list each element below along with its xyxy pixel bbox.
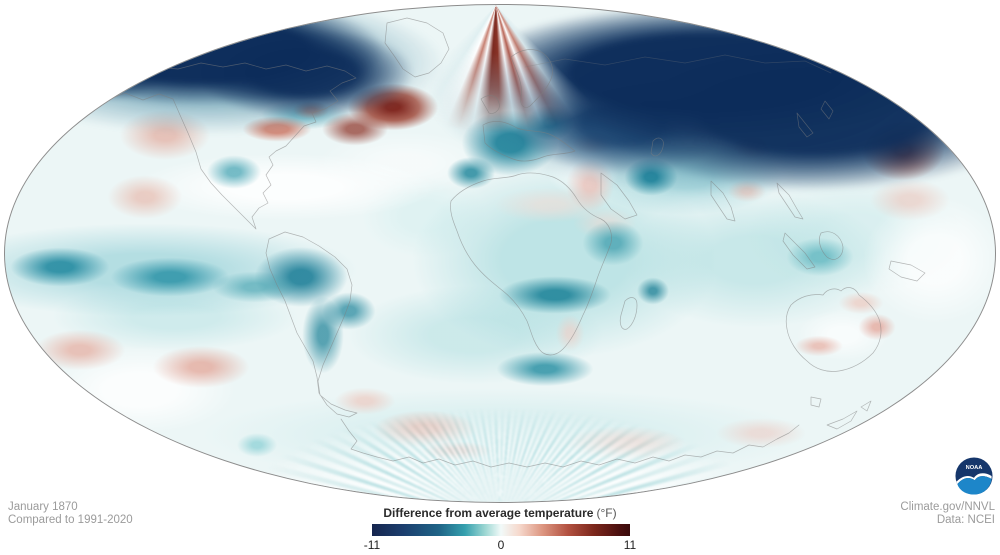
tick-mid: 0: [497, 538, 505, 552]
coastline-southeast-asia: [776, 100, 834, 220]
antarctic-streak-fan: [5, 5, 995, 502]
coastline-arabia: [600, 172, 638, 220]
coastline-antarctica: [340, 418, 800, 468]
legend-unit: (°F): [596, 506, 617, 520]
legend-title: Difference from average temperature (°F): [0, 506, 1000, 520]
coastline-madagascar: [619, 297, 638, 330]
tick-min: -11: [363, 538, 381, 552]
coastline-europe: [480, 49, 576, 162]
coastline-caspian: [650, 137, 664, 157]
coastline-india: [710, 180, 736, 222]
tick-max: 11: [623, 538, 637, 552]
noaa-logo: NOAA: [955, 457, 993, 495]
noaa-logo-gull-white: [956, 473, 992, 485]
noaa-logo-wave-blue: [957, 476, 992, 495]
credit-source: Climate.gov/NNVL: [900, 501, 995, 513]
credit-dataset: Data: NCEI: [936, 514, 995, 526]
coastline-africa: [450, 172, 612, 356]
coastline-greenland: [384, 17, 450, 78]
credits: Climate.gov/NNVL Data: NCEI: [900, 501, 995, 527]
coastlines-overlay: [104, 17, 926, 468]
coastline-australia: [785, 287, 882, 408]
period-label: January 1870: [8, 501, 78, 513]
map-caption: January 1870 Compared to 1991-2020: [8, 501, 133, 527]
legend-title-text: Difference from average temperature: [383, 506, 594, 520]
world-anomaly-map: [5, 5, 995, 502]
noaa-logo-text: NOAA: [966, 465, 983, 471]
coastline-indonesia: [782, 231, 926, 282]
coastline-south-america: [265, 231, 358, 418]
baseline-label: Compared to 1991-2020: [8, 514, 133, 526]
coastline-new-zealand: [826, 400, 872, 430]
coastline-eurasia-north: [524, 54, 832, 74]
coastline-north-america: [104, 62, 357, 230]
colorbar: [372, 524, 630, 536]
